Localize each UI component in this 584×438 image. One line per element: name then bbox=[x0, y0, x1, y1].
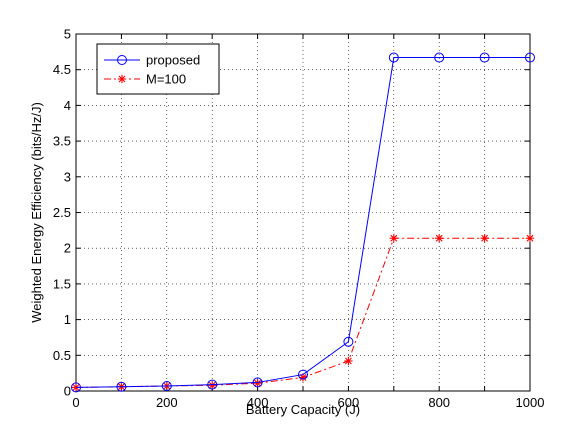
data-point-proposed bbox=[388, 52, 399, 63]
legend-marker-m100 bbox=[117, 74, 127, 84]
legend-marker-proposed bbox=[117, 55, 127, 65]
x-tick-label: 200 bbox=[156, 395, 178, 410]
y-tick-label: 1.5 bbox=[53, 276, 71, 291]
data-point-proposed bbox=[434, 52, 445, 63]
series-line-proposed bbox=[75, 57, 530, 388]
y-tick-label: 2.5 bbox=[53, 205, 71, 220]
y-tick-label: 4 bbox=[64, 98, 71, 113]
x-tick-label: 400 bbox=[247, 395, 269, 410]
axis-ticks: 0 200 400 600 800 1000 0 0.5 1 1.5 2 2.5 3 3.5 4 4.5 5 bbox=[53, 27, 545, 411]
data-point-proposed bbox=[161, 381, 172, 392]
data-point-m100 bbox=[253, 378, 262, 388]
data-point-proposed bbox=[252, 377, 263, 388]
data-point-proposed bbox=[298, 369, 308, 380]
y-tick-label: 3 bbox=[64, 169, 71, 184]
y-tick-label: 0 bbox=[64, 384, 71, 399]
data-point-m100 bbox=[525, 234, 535, 243]
x-tick-label: 800 bbox=[428, 395, 450, 410]
series-layer bbox=[71, 52, 535, 393]
y-tick-label: 1 bbox=[64, 312, 71, 327]
x-tick-label: 1000 bbox=[516, 395, 545, 410]
y-tick-label: 5 bbox=[64, 27, 71, 42]
data-point-m100 bbox=[208, 381, 217, 390]
legend: proposed M=100 bbox=[96, 43, 220, 95]
y-tick-label: 3.5 bbox=[53, 134, 71, 149]
legend-box bbox=[96, 43, 220, 95]
data-point-m100 bbox=[435, 234, 444, 243]
data-point-m100 bbox=[389, 234, 398, 243]
legend-label-proposed: proposed bbox=[146, 53, 200, 68]
x-axis-title: Battery Capacity (J) bbox=[246, 402, 360, 417]
y-tick-label: 0.5 bbox=[53, 348, 71, 363]
x-tick-label: 0 bbox=[72, 395, 79, 410]
y-axis-title: Weighted Energy Efficiency (bits/Hz/J) bbox=[29, 102, 44, 323]
data-point-proposed bbox=[116, 381, 127, 392]
data-point-proposed bbox=[343, 336, 354, 347]
data-point-proposed bbox=[71, 382, 81, 393]
data-point-proposed bbox=[479, 52, 490, 63]
data-point-m100 bbox=[480, 234, 489, 243]
data-point-m100 bbox=[344, 356, 353, 366]
data-point-proposed bbox=[207, 379, 218, 390]
data-point-proposed bbox=[525, 52, 535, 63]
y-tick-label: 2 bbox=[64, 241, 71, 256]
legend-label-m100: M=100 bbox=[146, 72, 186, 87]
y-tick-label: 4.5 bbox=[53, 62, 71, 77]
x-tick-label: 600 bbox=[338, 395, 360, 410]
